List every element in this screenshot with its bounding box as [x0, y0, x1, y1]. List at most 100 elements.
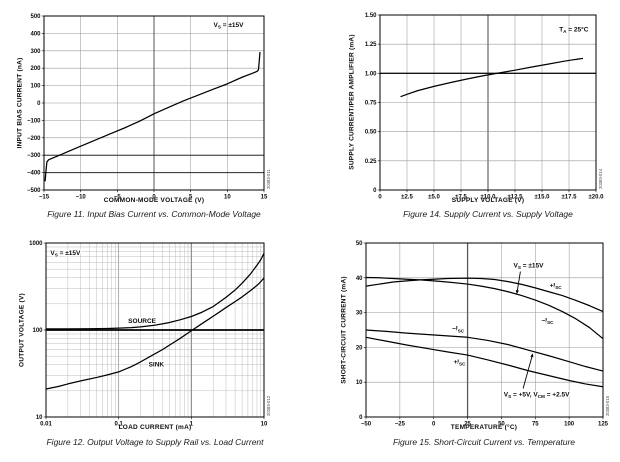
- x-tick-label: 100: [564, 422, 575, 428]
- x-tick-label: 5: [189, 195, 193, 201]
- y-tick-label: 0: [37, 101, 41, 107]
- annotation: VS​ = ±15V: [50, 250, 81, 258]
- fig12-y-axis-title: OUTPUT VOLTAGE (V): [18, 293, 26, 367]
- y-tick-label: −300: [27, 153, 41, 159]
- y-tick-label: 1.00: [365, 71, 377, 77]
- tick-labels: −15 −10 −5 0 5 10 15 500 400 300 200 100 0 −100 −200 −3…: [27, 14, 268, 201]
- y-tick-label: 300: [30, 49, 41, 55]
- x-tick-label: −50: [361, 422, 372, 428]
- x-tick-label: −5: [114, 195, 122, 201]
- fig14-caption: Figure 14. Supply Current vs. Supply Vol…: [403, 209, 573, 219]
- annotation: VS​ = +5V, VCM​ = +2.5V: [504, 391, 570, 399]
- x-tick-label: 75: [532, 422, 539, 428]
- x-tick-label: 0: [152, 195, 156, 201]
- x-tick-label: −25: [395, 422, 406, 428]
- y-tick-label: 20: [356, 345, 363, 351]
- x-tick-label: 15: [261, 195, 268, 201]
- series-sink: [45, 277, 265, 390]
- x-tick-label: −10: [76, 195, 87, 201]
- series-+isc-15v: [365, 277, 604, 313]
- y-tick-label: 100: [30, 84, 41, 90]
- y-tick-label: 40: [356, 276, 363, 282]
- fig14-y-axis-title: SUPPLY CURRENT/PER AMPLIFIER (mA): [348, 34, 356, 170]
- y-tick-label: −100: [27, 118, 41, 124]
- x-tick-label: 10: [224, 195, 231, 201]
- fig15-y-axis-title: SHORT-CIRCUIT CURRENT (mA): [340, 276, 348, 384]
- series-label: +ISC​: [550, 283, 563, 291]
- x-tick-label: ±10.0: [481, 195, 497, 201]
- fig14-x-axis-title: SUPPLY VOLTAGE (V): [451, 197, 525, 204]
- series--isc-15v: [365, 276, 604, 340]
- y-tick-label: 1000: [29, 241, 43, 247]
- series-source: [46, 253, 265, 330]
- figure-code: 20383-011: [266, 169, 271, 189]
- figure-14-plot: 0 ±2.5 ±5.0 ±7.5 ±10.0 ±12.5 ±15.0 ±17.5 ±20.0 0 0…: [365, 13, 604, 201]
- annotation: VS​ = ±15V: [213, 22, 244, 30]
- figure-15-plot: −50 −25 0 25 50 75 100 125 0 10 20 30 40 50 +ISC​ −ISC​…: [356, 241, 610, 428]
- figure-12-plot: 0.01 0.1 1 10 10 100 1000 SOURCE SINK VS​ = ±15V 2…: [29, 241, 271, 428]
- series--isc-5v: [365, 329, 604, 372]
- fig11-x-axis-title: COMMON-MODE VOLTAGE (V): [103, 197, 205, 204]
- y-tick-label: 1.25: [365, 42, 377, 48]
- x-tick-label: 0: [378, 195, 382, 201]
- y-tick-label: −200: [27, 136, 41, 142]
- annotation: VS​ = ±15V: [514, 262, 545, 270]
- x-tick-label: 125: [598, 422, 609, 428]
- series-input-bias-current: [44, 51, 261, 182]
- y-tick-label: 1.50: [365, 13, 377, 19]
- y-tick-label: 500: [30, 14, 41, 20]
- series-label: +ISC​: [453, 359, 466, 367]
- x-tick-label: 50: [498, 422, 505, 428]
- y-tick-label: 400: [30, 31, 41, 37]
- x-tick-label: 0: [432, 422, 436, 428]
- y-tick-label: 0: [373, 188, 377, 194]
- y-tick-label: 50: [356, 241, 363, 247]
- gridlines: [46, 243, 264, 417]
- fig12-caption: Figure 12. Output Voltage to Supply Rail…: [46, 437, 264, 447]
- x-tick-label: 0.1: [114, 422, 123, 428]
- series-label: −ISC​: [541, 317, 554, 325]
- gridlines: [44, 16, 264, 190]
- annotation: TA​ = 25°C: [559, 25, 589, 34]
- x-tick-label: ±20.0: [589, 195, 605, 201]
- fig12-x-axis-title: LOAD CURRENT (mA): [118, 424, 192, 431]
- tick-labels: 0.01 0.1 1 10 10 100 1000: [29, 241, 268, 428]
- x-tick-label: 10: [261, 422, 268, 428]
- fig11-caption: Figure 11. Input Bias Current vs. Common…: [47, 209, 261, 219]
- tick-labels: 0 ±2.5 ±5.0 ±7.5 ±10.0 ±12.5 ±15.0 ±17.5 ±20.0 0 0…: [365, 13, 604, 201]
- figure-code: 20383-014: [598, 168, 603, 189]
- y-tick-label: 0.25: [365, 159, 377, 165]
- fig15-x-axis-title: TEMPERATURE (°C): [450, 424, 518, 431]
- figure-code: 20383-012: [266, 395, 271, 416]
- x-tick-label: ±17.5: [562, 195, 578, 201]
- x-tick-label: ±12.5: [508, 195, 524, 201]
- y-tick-label: −500: [27, 188, 41, 194]
- fig11-y-axis-title: INPUT BIAS CURRENT (nA): [16, 57, 24, 149]
- x-tick-label: ±7.5: [455, 195, 467, 201]
- y-tick-label: −400: [27, 171, 41, 177]
- x-tick-label: 0.01: [40, 422, 52, 428]
- y-tick-label: 0: [359, 415, 363, 421]
- gridlines: [366, 243, 603, 417]
- x-tick-label: 1: [190, 422, 194, 428]
- gridlines: [380, 15, 596, 190]
- annotation-arrow: [515, 271, 521, 295]
- y-tick-label: 0.75: [365, 101, 377, 107]
- tick-labels: −50 −25 0 25 50 75 100 125 0 10 20 30 40 50: [356, 241, 609, 428]
- x-tick-label: ±5.0: [428, 195, 440, 201]
- y-tick-label: 100: [32, 328, 43, 334]
- series-+isc-5v: [365, 336, 604, 388]
- y-tick-label: 0.50: [365, 130, 377, 136]
- figure-11-plot: −15 −10 −5 0 5 10 15 500 400 300 200 100 0 −100 −200 −3…: [27, 14, 271, 201]
- y-tick-label: 200: [30, 66, 41, 72]
- series-label: SOURCE: [128, 318, 156, 325]
- x-tick-label: 25: [464, 422, 471, 428]
- series-label: SINK: [149, 362, 165, 369]
- annotation-arrow: [522, 353, 534, 389]
- series-supply-current: [400, 57, 584, 98]
- y-tick-label: 10: [36, 415, 43, 421]
- x-tick-label: ±15.0: [535, 195, 551, 201]
- series-label: −ISC​: [452, 326, 465, 334]
